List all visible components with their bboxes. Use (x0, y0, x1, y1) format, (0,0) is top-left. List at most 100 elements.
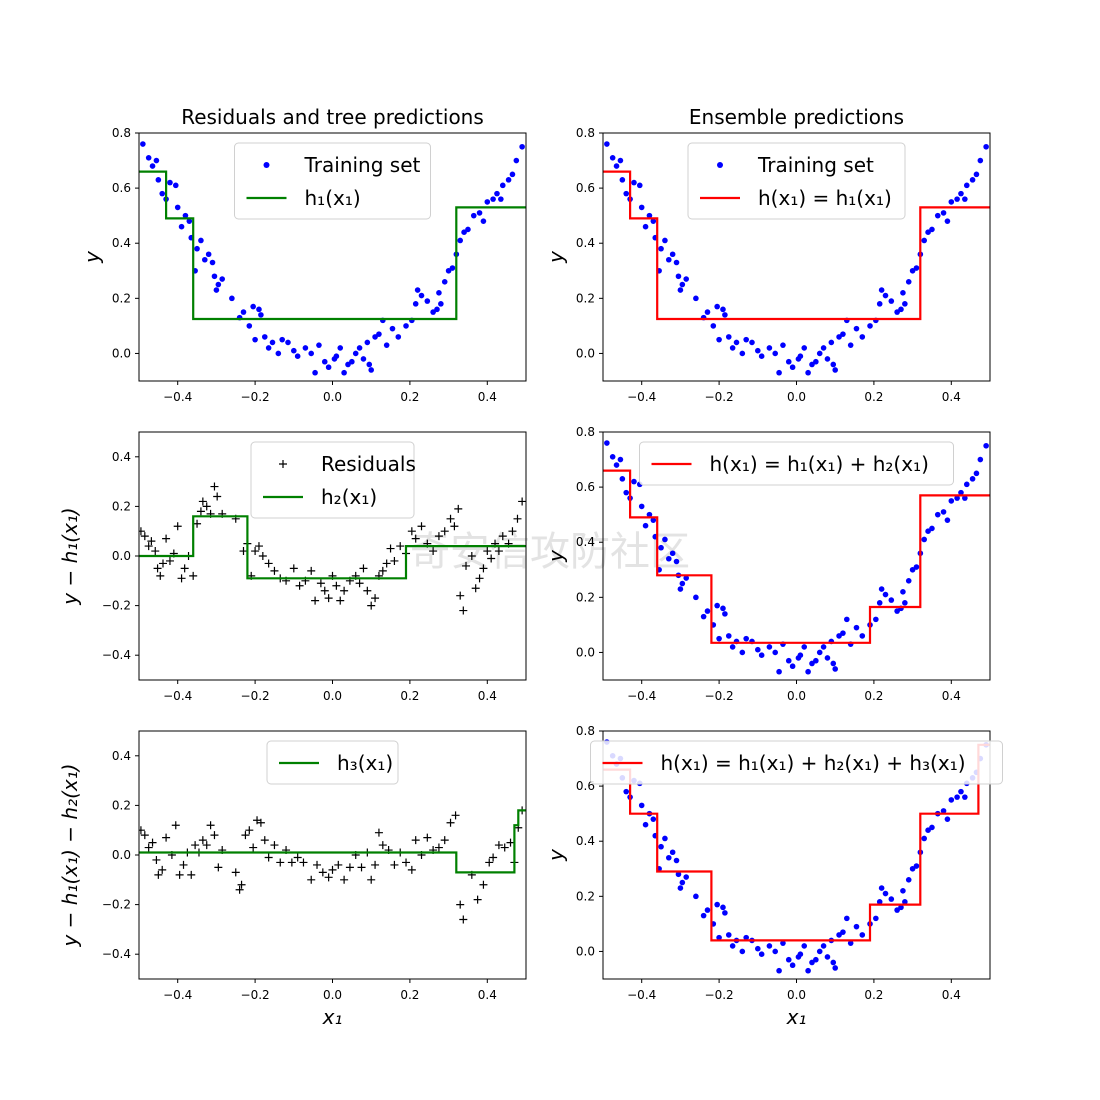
data-points (139, 482, 526, 615)
data-point (374, 828, 383, 837)
data-point (847, 342, 854, 348)
data-point (340, 875, 349, 884)
data-point (325, 364, 332, 371)
data-point (816, 948, 823, 955)
data-point (638, 204, 645, 211)
data-point (264, 853, 273, 862)
data-point (675, 273, 682, 280)
data-point (772, 649, 779, 656)
data-point (805, 967, 811, 974)
data-point (958, 190, 964, 197)
data-point (256, 306, 262, 313)
data-point (973, 470, 980, 477)
data-point (809, 959, 815, 966)
data-point (440, 836, 449, 845)
data-point (873, 915, 879, 922)
data-point (349, 358, 355, 365)
x-tick-label: −0.4 (627, 988, 656, 1002)
y-axis-label: y − h₁(x₁) (58, 507, 82, 605)
data-point (252, 336, 258, 343)
data-point (198, 497, 207, 506)
data-point (739, 948, 746, 955)
x-tick-label: 0.0 (787, 390, 806, 404)
data-point (158, 865, 167, 874)
legend-box (639, 441, 954, 486)
data-point (180, 564, 189, 573)
y-axis-label: y − h₁(x₁) − h₂(x₁) (58, 763, 82, 947)
data-point (729, 345, 736, 351)
data-point (154, 870, 163, 879)
data-point (139, 527, 145, 536)
data-point (729, 644, 736, 650)
y-tick-label: 0.8 (576, 126, 595, 140)
data-point (153, 157, 160, 164)
data-point (789, 364, 796, 371)
data-point (772, 350, 779, 357)
data-point (677, 586, 684, 592)
x-tick-label: −0.2 (241, 689, 270, 703)
data-point (725, 334, 732, 340)
data-point (178, 223, 185, 230)
data-point (693, 893, 699, 900)
data-point (287, 858, 296, 867)
data-point (934, 212, 941, 219)
data-point (658, 245, 664, 252)
data-point (776, 668, 782, 675)
data-point (679, 879, 686, 886)
x-tick-label: −0.4 (163, 390, 192, 404)
data-point (167, 179, 173, 186)
data-point (683, 874, 690, 880)
data-point (679, 281, 686, 288)
data-point (983, 442, 989, 449)
data-point (446, 818, 455, 827)
data-point (669, 550, 676, 557)
x-tick-label: −0.4 (627, 390, 656, 404)
data-point (489, 853, 498, 862)
data-point (250, 303, 256, 310)
data-point (673, 558, 680, 565)
data-point (500, 843, 509, 852)
data-point (619, 177, 626, 183)
data-point (905, 279, 912, 285)
y-tick-label: 0.0 (576, 645, 595, 659)
x-tick-label: 0.2 (864, 988, 883, 1002)
data-point (944, 816, 951, 822)
data-point (153, 564, 162, 573)
data-point (201, 256, 208, 263)
chart-title: Residuals and tree predictions (181, 105, 484, 129)
watermark-text: 奇安信攻防社区 (410, 529, 690, 575)
legend-box (234, 142, 431, 220)
x-tick-label: −0.4 (163, 689, 192, 703)
data-point (417, 522, 426, 531)
data-point (186, 218, 193, 224)
data-point (311, 596, 320, 605)
x-tick-label: −0.2 (705, 390, 734, 404)
data-point (210, 831, 219, 840)
data-point (619, 476, 626, 482)
y-tick-label: 0.4 (576, 535, 595, 549)
data-point (483, 547, 492, 556)
data-point (733, 339, 740, 346)
data-point (604, 440, 610, 446)
data-point (505, 177, 512, 183)
data-point (182, 212, 189, 219)
prediction-line (603, 743, 990, 942)
data-point (638, 503, 645, 510)
data-point (213, 492, 222, 501)
data-point (780, 940, 786, 946)
data-point (669, 251, 676, 258)
y-tick-label: 0.4 (576, 236, 595, 250)
data-point (844, 915, 850, 922)
data-point (396, 542, 405, 551)
data-point (876, 899, 883, 905)
legend-marker (279, 460, 287, 468)
x-tick-label: −0.2 (705, 689, 734, 703)
data-point (940, 210, 947, 216)
data-point (650, 816, 657, 822)
data-point (878, 287, 885, 293)
data-point (830, 361, 837, 368)
data-point (519, 143, 525, 150)
data-point (693, 594, 699, 601)
data-point (371, 594, 380, 603)
data-point (476, 210, 483, 216)
